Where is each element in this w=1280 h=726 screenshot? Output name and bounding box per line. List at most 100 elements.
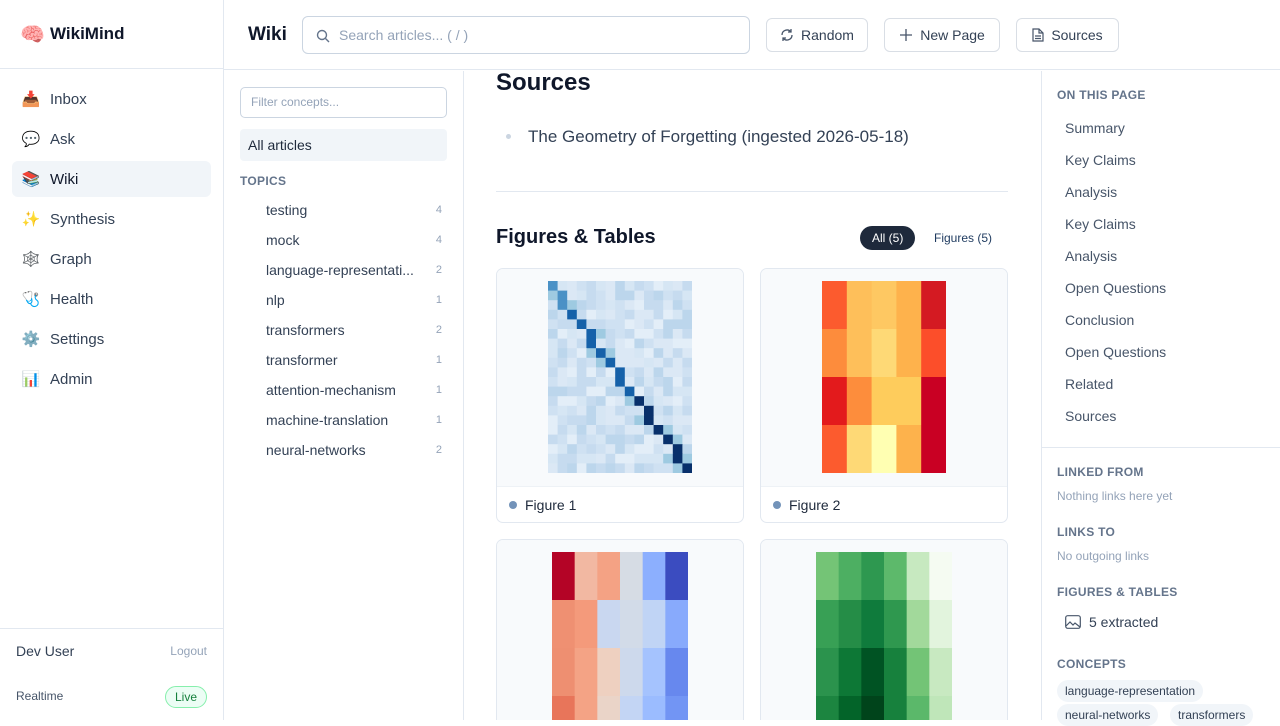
- concept-tag[interactable]: transformers: [1170, 704, 1254, 726]
- cell: [548, 281, 559, 292]
- toc-item[interactable]: Analysis: [1065, 184, 1118, 200]
- cell: [567, 309, 578, 320]
- nav-item[interactable]: ✨ Synthesis: [12, 201, 211, 237]
- cell: [567, 281, 578, 292]
- cell: [557, 281, 568, 292]
- cell: [672, 415, 683, 426]
- cell: [596, 377, 607, 388]
- toc-item[interactable]: Conclusion: [1065, 312, 1135, 328]
- concept-tag[interactable]: language-representation: [1057, 680, 1204, 702]
- cell: [576, 319, 587, 330]
- cell: [557, 386, 568, 397]
- new-page-button[interactable]: New Page: [884, 18, 1000, 52]
- nav-item[interactable]: 🩺 Health: [12, 281, 211, 317]
- cell: [653, 386, 664, 397]
- cell: [586, 396, 597, 407]
- figures-count[interactable]: 5 extracted: [1089, 614, 1159, 630]
- figure-card[interactable]: [760, 539, 1008, 720]
- filter-input[interactable]: Filter concepts...: [240, 87, 447, 118]
- toc-item[interactable]: Key Claims: [1065, 216, 1136, 232]
- topic-name: nlp: [266, 292, 285, 308]
- nav-item[interactable]: 📚 Wiki: [12, 161, 211, 197]
- cell: [929, 696, 952, 720]
- label: Sources: [1051, 27, 1103, 43]
- cell: [624, 463, 635, 473]
- cell: [615, 453, 626, 464]
- topic-item[interactable]: transformers 2: [266, 322, 442, 338]
- search-box[interactable]: Search articles... ( / ): [302, 16, 750, 54]
- figure-card[interactable]: Figure 2: [760, 268, 1008, 523]
- nav-item[interactable]: 🕸️ Graph: [12, 241, 211, 277]
- cell: [663, 377, 674, 388]
- random-button[interactable]: Random: [766, 18, 868, 52]
- cell: [576, 357, 587, 368]
- cell: [624, 377, 635, 388]
- cell: [644, 338, 655, 349]
- nav-item[interactable]: 💬 Ask: [12, 121, 211, 157]
- nav-item[interactable]: 📊 Admin: [12, 361, 211, 397]
- topic-count: 2: [435, 264, 442, 276]
- cell: [586, 338, 597, 349]
- toc-item[interactable]: Open Questions: [1065, 280, 1167, 296]
- cell: [574, 600, 598, 649]
- all-articles[interactable]: All articles: [240, 129, 447, 161]
- topic-item[interactable]: neural-networks 2: [266, 442, 442, 458]
- toc-item[interactable]: Sources: [1065, 408, 1117, 424]
- logout[interactable]: Logout: [170, 644, 207, 658]
- cell: [634, 405, 645, 416]
- cell: [624, 348, 635, 359]
- cell: [552, 648, 576, 697]
- cell: [871, 281, 897, 330]
- filter-all[interactable]: All (5): [860, 226, 916, 250]
- cell: [615, 338, 626, 349]
- cell: [557, 434, 568, 445]
- topic-item[interactable]: attention-mechanism 1: [266, 382, 442, 398]
- filter-figures[interactable]: Figures (5): [934, 231, 993, 245]
- toc-item[interactable]: Key Claims: [1065, 152, 1136, 168]
- sources-button[interactable]: Sources: [1016, 18, 1119, 52]
- nav-icon: 📥: [21, 91, 41, 108]
- figure-image: [761, 269, 1007, 486]
- figure-card[interactable]: Figure 1: [496, 268, 744, 523]
- cell: [597, 648, 621, 697]
- toc-item[interactable]: Analysis: [1065, 248, 1118, 264]
- cell: [644, 309, 655, 320]
- icon: [781, 29, 793, 41]
- concept-tag[interactable]: neural-networks: [1057, 704, 1159, 726]
- cell: [634, 300, 645, 311]
- cell: [653, 329, 664, 340]
- cell: [682, 300, 692, 311]
- cell: [586, 300, 597, 311]
- cell: [846, 329, 873, 378]
- cell: [672, 309, 683, 320]
- cell: [644, 425, 655, 436]
- topic-item[interactable]: machine-translation 1: [266, 412, 442, 428]
- cell: [672, 453, 683, 464]
- topic-item[interactable]: transformer 1: [266, 352, 442, 368]
- cell: [586, 463, 597, 473]
- cell: [548, 453, 559, 464]
- cell: [682, 319, 692, 330]
- nav-item[interactable]: ⚙️ Settings: [12, 321, 211, 357]
- topic-item[interactable]: testing 4: [266, 202, 442, 218]
- cell: [653, 396, 664, 407]
- toc-item[interactable]: Related: [1065, 376, 1114, 392]
- brand: WikiMind: [50, 24, 125, 43]
- figure-image: [497, 269, 743, 486]
- cell: [642, 648, 666, 697]
- cell: [634, 309, 645, 320]
- cell: [576, 348, 587, 359]
- topic-item[interactable]: language-representati... 2: [266, 262, 442, 278]
- figure-card[interactable]: [496, 539, 744, 720]
- toc-item[interactable]: Summary: [1065, 120, 1125, 136]
- nav-item[interactable]: 📥 Inbox: [12, 81, 211, 117]
- cell: [586, 348, 597, 359]
- topic-item[interactable]: mock 4: [266, 232, 442, 248]
- status-badge: Live: [164, 686, 207, 708]
- topic-item[interactable]: nlp 1: [266, 292, 442, 308]
- cell: [586, 329, 597, 340]
- cell: [672, 425, 683, 436]
- cell: [605, 415, 616, 426]
- main-content: Sources The Geometry of Forgetting (inge…: [464, 71, 1041, 720]
- toc-item[interactable]: Open Questions: [1065, 344, 1167, 360]
